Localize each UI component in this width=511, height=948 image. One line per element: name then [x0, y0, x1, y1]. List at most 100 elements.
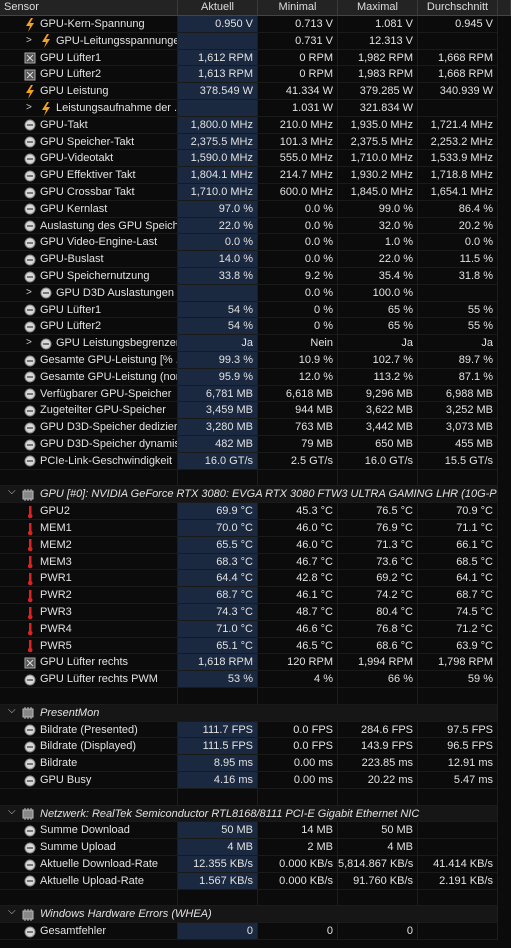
group-title[interactable]: Netzwerk: RealTek Semiconductor RTL8168/… — [0, 805, 498, 823]
sensor-label[interactable]: GPU D3D Auslastungen — [0, 284, 178, 302]
sensor-label[interactable]: Gesamte GPU-Leistung [% ... — [0, 352, 178, 369]
sensor-label[interactable]: Zugeteilter GPU-Speicher — [0, 402, 178, 420]
sensor-label[interactable]: Bildrate (Presented) — [0, 721, 178, 739]
sensor-label[interactable]: GPU Lüfter1 — [0, 301, 178, 319]
sensor-label[interactable]: GPU Lüfter1 — [0, 49, 178, 67]
expand-arrow[interactable]: > — [26, 286, 32, 298]
sensor-label[interactable]: GPU Crossbar Takt — [0, 184, 178, 201]
column-header[interactable]: Aktuell — [178, 0, 258, 16]
sensor-label[interactable]: GPU Speichernutzung — [0, 268, 178, 285]
sensor-value: 76.8 °C — [338, 620, 418, 638]
sensor-label[interactable]: GPU Lüfter2 — [0, 318, 178, 336]
sensor-value: 650 MB — [338, 436, 418, 453]
sensor-label[interactable]: MEM2 — [0, 536, 178, 554]
sensor-value: 0 RPM — [258, 49, 338, 67]
sensor-label[interactable]: GPU Lüfter2 — [0, 66, 178, 84]
column-header[interactable]: Durchschnitt — [418, 0, 498, 16]
sensor-value: 70.9 °C — [418, 503, 498, 520]
sensor-value: 1.0 % — [338, 234, 418, 252]
sensor-value: 2,375.5 MHz — [178, 133, 258, 151]
column-header[interactable]: Sensor — [0, 0, 178, 16]
sensor-label[interactable]: Summe Upload — [0, 839, 178, 856]
blank-cell — [418, 889, 498, 907]
sensor-label[interactable]: GPU D3D-Speicher dediziert — [0, 419, 178, 436]
sensor-label[interactable]: Verfügbarer GPU-Speicher — [0, 385, 178, 403]
sensor-label[interactable]: PWR4 — [0, 620, 178, 638]
expand-arrow[interactable]: ⌵ — [8, 486, 16, 498]
sensor-icon — [22, 808, 34, 821]
sensor-label[interactable]: MEM1 — [0, 520, 178, 537]
sensor-label[interactable]: GPU-Leitungsspannungen — [0, 32, 178, 50]
sensor-value: 2,253.2 MHz — [418, 133, 498, 151]
group-title[interactable]: GPU [#0]: NVIDIA GeForce RTX 3080: EVGA … — [0, 486, 498, 504]
expand-arrow[interactable]: ⌵ — [8, 805, 16, 817]
sensor-value: 1.567 KB/s — [178, 872, 258, 890]
sensor-value: 48.7 °C — [258, 604, 338, 621]
sensor-value: 0 RPM — [258, 66, 338, 84]
sensor-label[interactable]: Leistungsaufnahme der ... — [0, 100, 178, 117]
sensor-label[interactable]: Bildrate — [0, 755, 178, 772]
column-header[interactable]: Minimal — [258, 0, 338, 16]
sensor-value: 33.8 % — [178, 268, 258, 285]
sensor-value: 9,296 MB — [338, 385, 418, 403]
sensor-icon — [24, 304, 36, 316]
sensor-label[interactable]: Auslastung des GPU Speich... — [0, 217, 178, 235]
blank-cell — [338, 889, 418, 907]
sensor-label[interactable]: GPU Speicher-Takt — [0, 133, 178, 151]
sensor-value: 16.0 GT/s — [338, 452, 418, 470]
sensor-value: 35.4 % — [338, 268, 418, 285]
sensor-icon — [24, 439, 36, 450]
sensor-label[interactable]: GPU Lüfter rechts — [0, 654, 178, 672]
sensor-value: 69.2 °C — [338, 570, 418, 588]
sensor-label[interactable]: GPU Leistungsbegrenzer — [0, 335, 178, 352]
sensor-icon — [24, 657, 36, 669]
sensor-label[interactable]: GPU Effektiver Takt — [0, 167, 178, 184]
expand-arrow[interactable]: > — [26, 34, 32, 46]
sensor-label[interactable]: Gesamtfehler — [0, 923, 178, 940]
sensor-label[interactable]: GPU-Buslast — [0, 251, 178, 268]
sensor-label[interactable]: Gesamte GPU-Leistung (nor... — [0, 368, 178, 386]
sensor-value: 46.6 °C — [258, 620, 338, 638]
sensor-label[interactable]: Summe Download — [0, 822, 178, 840]
expand-arrow[interactable]: ⌵ — [8, 906, 16, 918]
sensor-label[interactable]: PWR3 — [0, 604, 178, 621]
sensor-label[interactable]: Aktuelle Upload-Rate — [0, 872, 178, 890]
sensor-label[interactable]: GPU-Videotakt — [0, 150, 178, 168]
sensor-label[interactable]: MEM3 — [0, 553, 178, 571]
group-title[interactable]: PresentMon — [0, 704, 498, 722]
sensor-value: 66.1 °C — [418, 536, 498, 554]
sensor-label[interactable]: GPU2 — [0, 503, 178, 520]
sensor-label[interactable]: GPU D3D-Speicher dynamisch — [0, 436, 178, 453]
expand-arrow[interactable]: > — [26, 102, 32, 113]
sensor-value: 99.0 % — [338, 200, 418, 218]
sensor-label[interactable]: GPU Leistung — [0, 83, 178, 100]
expand-arrow[interactable]: > — [26, 337, 32, 349]
sensor-label[interactable]: PCIe-Link-Geschwindigkeit — [0, 452, 178, 470]
sensor-value: 0.731 V — [258, 32, 338, 50]
sensor-value: 455 MB — [418, 436, 498, 453]
sensor-label[interactable]: Bildrate (Displayed) — [0, 738, 178, 756]
sensor-value: 91.760 KB/s — [338, 872, 418, 890]
sensor-label[interactable]: PWR1 — [0, 570, 178, 588]
sensor-value: Nein — [258, 335, 338, 352]
sensor-value: 4.16 ms — [178, 772, 258, 789]
sensor-label[interactable]: GPU Kernlast — [0, 200, 178, 218]
sensor-label[interactable]: GPU-Kern-Spannung — [0, 16, 178, 33]
sensor-value: 65 % — [338, 318, 418, 336]
sensor-label[interactable]: GPU-Takt — [0, 116, 178, 134]
column-header[interactable]: Maximal — [338, 0, 418, 16]
expand-arrow[interactable]: ⌵ — [8, 704, 16, 716]
sensor-value: 3,442 MB — [338, 419, 418, 436]
sensor-value: 3,459 MB — [178, 402, 258, 420]
sensor-value: 1,668 RPM — [418, 66, 498, 84]
sensor-label[interactable]: PWR2 — [0, 587, 178, 604]
sensor-icon — [42, 101, 50, 116]
sensor-label[interactable]: Aktuelle Download-Rate — [0, 856, 178, 873]
sensor-label[interactable]: GPU Lüfter rechts PWM — [0, 671, 178, 688]
sensor-value: 45.3 °C — [258, 503, 338, 520]
sensor-value: 2 MB — [258, 839, 338, 856]
group-title[interactable]: Windows Hardware Errors (WHEA) — [0, 906, 498, 924]
sensor-label[interactable]: GPU Busy — [0, 772, 178, 789]
sensor-label[interactable]: GPU Video-Engine-Last — [0, 234, 178, 252]
sensor-label[interactable]: PWR5 — [0, 637, 178, 655]
